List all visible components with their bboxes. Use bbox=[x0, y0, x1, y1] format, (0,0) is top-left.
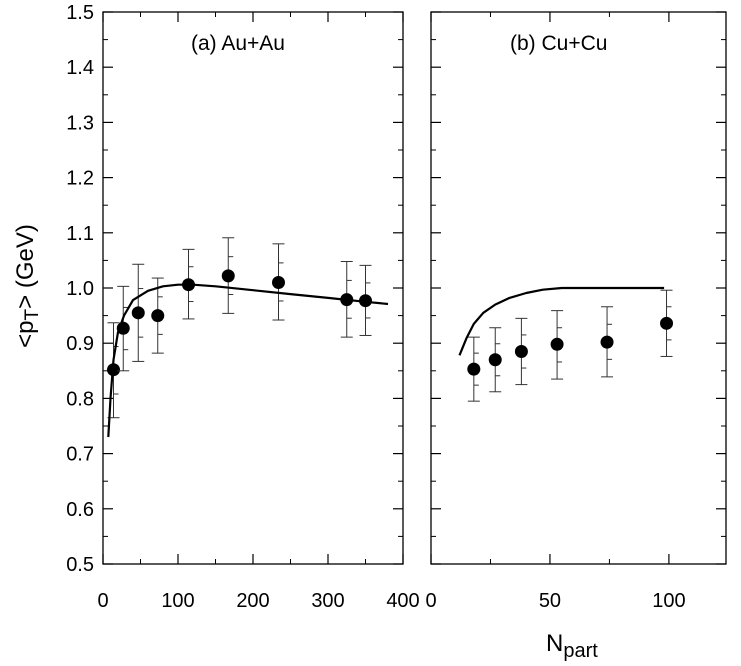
x-axis-title-main: N bbox=[546, 630, 563, 657]
y-tick-label: 0.9 bbox=[66, 333, 94, 355]
panel-label-cu-cu: (b) Cu+Cu bbox=[510, 32, 607, 55]
y-axis-title-close: > (GeV) bbox=[12, 224, 39, 309]
y-tick-label: 1.1 bbox=[66, 223, 94, 245]
x-tick-label: 50 bbox=[539, 590, 561, 612]
x-tick-label: 100 bbox=[652, 590, 685, 612]
x-tick-label: 200 bbox=[236, 590, 269, 612]
data-point bbox=[221, 269, 235, 283]
y-tick-label: 1.0 bbox=[66, 278, 94, 300]
y-axis-title: <pT> (GeV) bbox=[12, 224, 43, 348]
y-tick-label: 1.3 bbox=[66, 112, 94, 134]
panel-label-au-au: (a) Au+Au bbox=[191, 32, 285, 55]
y-tick-label: 0.5 bbox=[66, 554, 94, 576]
x-tick-label: 300 bbox=[311, 590, 344, 612]
x-tick-label: 0 bbox=[425, 590, 436, 612]
data-point bbox=[600, 335, 614, 349]
x-tick-label: 0 bbox=[97, 590, 108, 612]
y-tick-label: 1.2 bbox=[66, 168, 94, 190]
data-point bbox=[488, 353, 502, 367]
y-axis-title-subscript: T bbox=[22, 308, 43, 320]
x-tick-label: 100 bbox=[161, 590, 194, 612]
data-point bbox=[514, 344, 528, 358]
model-curve-au-au bbox=[107, 283, 389, 438]
y-tick-label: 0.8 bbox=[66, 388, 94, 410]
data-point bbox=[151, 309, 165, 323]
model-curve-cu-cu bbox=[458, 286, 665, 356]
y-tick-label: 1.4 bbox=[66, 57, 94, 79]
data-point bbox=[272, 275, 285, 289]
x-axis-title-subscript: part bbox=[563, 640, 598, 662]
y-tick-label: 0.7 bbox=[66, 444, 94, 466]
y-axis-title-open: <p bbox=[12, 320, 39, 347]
x-axis-title: Npart bbox=[546, 630, 598, 662]
x-tick-label: 400 bbox=[386, 590, 419, 612]
panel-cu-cu: 0 50 100 bbox=[425, 11, 727, 612]
data-point bbox=[660, 316, 674, 330]
plot-frame-au-au bbox=[102, 11, 404, 565]
y-tick-label: 1.5 bbox=[66, 2, 94, 24]
data-point bbox=[550, 337, 564, 351]
data-point bbox=[131, 306, 145, 320]
panel-au-au: 0.5 0.6 0.7 0.8 0.9 1.0 1.1 1.2 1.3 1.4 1.5 0 100 200… bbox=[66, 2, 420, 612]
data-point bbox=[467, 362, 481, 376]
y-tick-label: 0.6 bbox=[66, 499, 94, 521]
